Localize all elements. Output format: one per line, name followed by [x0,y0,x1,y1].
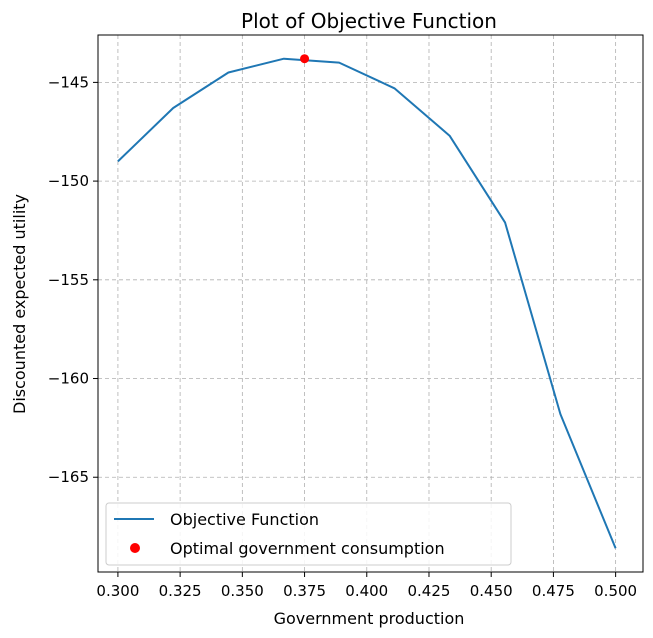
grid [98,35,643,572]
y-axis-label: Discounted expected utility [10,194,29,414]
plot-frame [97,34,644,573]
chart-title: Plot of Objective Function [241,9,497,33]
x-tick-label: 0.375 [283,582,326,600]
legend-label-optimal: Optimal government consumption [170,539,445,558]
y-tick-label: −165 [48,468,89,486]
legend: Objective Function Optimal government co… [105,502,512,566]
legend-label-objective: Objective Function [170,510,319,529]
x-tick-label: 0.325 [159,582,202,600]
objective-function-line [117,57,617,549]
plot-area [117,54,617,549]
legend-dot-marker [130,543,140,553]
x-tick-label: 0.425 [408,582,451,600]
x-axis-label: Government production [274,609,465,628]
x-tick-label: 0.350 [221,582,264,600]
legend-box [105,502,512,566]
x-tick-label: 0.475 [532,582,575,600]
axes-ticks: 0.300 0.325 0.350 0.375 0.400 0.425 0.450 0.475… [48,73,637,600]
x-tick-label: 0.450 [470,582,513,600]
x-tick-label: 0.400 [345,582,388,600]
y-tick-label: −155 [48,271,89,289]
optimal-point [300,54,310,64]
x-tick-label: 0.300 [96,582,139,600]
y-tick-label: −160 [48,370,89,388]
y-tick-label: −145 [48,73,89,91]
y-tick-label: −150 [48,172,89,190]
x-tick-label: 0.500 [594,582,637,600]
